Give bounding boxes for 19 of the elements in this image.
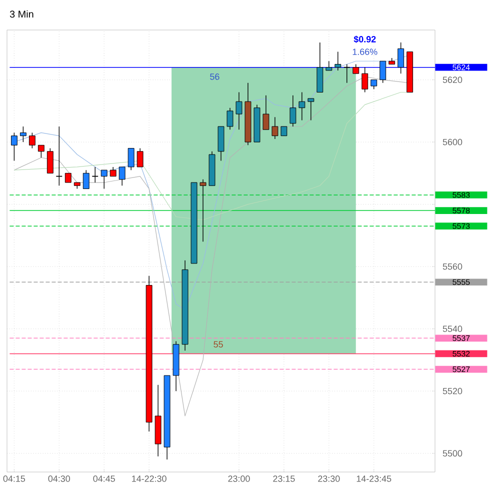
x-tick-label: 14-23:45 bbox=[356, 476, 392, 482]
chart-title: 3 Min bbox=[10, 10, 34, 18]
annotation: 55 bbox=[214, 341, 223, 348]
x-tick-label: 23:30 bbox=[318, 476, 340, 482]
y-tick-label: 5600 bbox=[442, 138, 462, 146]
x-tick-label: 04:15 bbox=[3, 476, 26, 482]
y-tick-label: 5540 bbox=[442, 326, 462, 332]
y-tick-label: 5520 bbox=[442, 388, 462, 394]
annotation: 56 bbox=[210, 74, 220, 80]
y-tick-label: 5500 bbox=[442, 450, 462, 457]
y-tick-label: 5560 bbox=[442, 263, 462, 270]
x-tick-label: 23:00 bbox=[228, 476, 250, 482]
annotation: 1.66% bbox=[352, 48, 378, 55]
x-tick-label: 04:45 bbox=[93, 476, 115, 482]
annotation: $0.92 bbox=[354, 36, 376, 43]
x-tick-label: 23:15 bbox=[273, 476, 295, 482]
x-tick-label: 04:30 bbox=[48, 476, 70, 482]
x-tick-label: 14-22:30 bbox=[132, 476, 166, 482]
y-tick-label: 5620 bbox=[442, 76, 462, 83]
